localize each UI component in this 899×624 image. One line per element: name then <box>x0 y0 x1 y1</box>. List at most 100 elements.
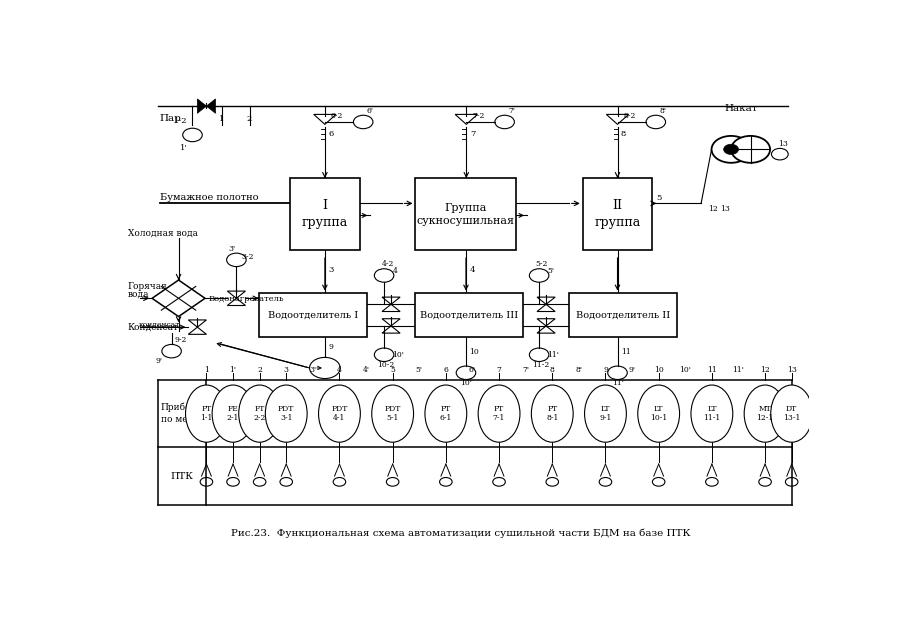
Text: 12: 12 <box>761 366 770 374</box>
Text: DT
13-1: DT 13-1 <box>783 406 800 422</box>
Polygon shape <box>227 291 245 298</box>
Polygon shape <box>152 280 205 316</box>
Text: 6': 6' <box>469 366 476 374</box>
Text: 7': 7' <box>508 107 515 115</box>
Polygon shape <box>198 99 207 114</box>
Text: ПТК: ПТК <box>171 472 193 480</box>
Text: 9': 9' <box>156 357 163 365</box>
Ellipse shape <box>770 385 813 442</box>
Text: вода: вода <box>128 290 149 299</box>
Text: 5': 5' <box>547 267 555 275</box>
Circle shape <box>724 144 738 155</box>
Text: 1: 1 <box>219 115 225 124</box>
Text: 9: 9 <box>603 366 608 374</box>
Text: PDT
5-1: PDT 5-1 <box>385 406 401 422</box>
Polygon shape <box>382 305 400 311</box>
Text: конденсат: конденсат <box>138 321 180 329</box>
Text: 4': 4' <box>362 366 369 374</box>
Polygon shape <box>382 319 400 326</box>
Text: LT
9-1: LT 9-1 <box>600 406 611 422</box>
Polygon shape <box>188 327 207 334</box>
Text: Бумажное полотно: Бумажное полотно <box>160 193 258 202</box>
Text: 5': 5' <box>415 366 423 374</box>
Polygon shape <box>537 326 556 333</box>
Text: 8: 8 <box>621 130 627 139</box>
Text: 8-2: 8-2 <box>623 112 636 120</box>
Text: 3-2: 3-2 <box>241 253 254 261</box>
Text: 11: 11 <box>707 366 717 374</box>
Circle shape <box>731 136 770 163</box>
Text: 11-2: 11-2 <box>532 361 549 369</box>
Polygon shape <box>227 298 245 306</box>
Text: 10: 10 <box>469 348 479 356</box>
Text: Горячая: Горячая <box>128 281 167 291</box>
Text: PT
6-1: PT 6-1 <box>440 406 452 422</box>
Text: 4: 4 <box>393 267 397 275</box>
Text: Накат: Накат <box>724 104 758 113</box>
Text: 1': 1' <box>180 144 188 152</box>
Ellipse shape <box>744 385 786 442</box>
Text: 8': 8' <box>575 366 583 374</box>
Ellipse shape <box>185 385 227 442</box>
Polygon shape <box>382 297 400 305</box>
Text: 13: 13 <box>787 366 797 374</box>
Bar <box>290 178 360 250</box>
Text: 10': 10' <box>680 366 691 374</box>
Circle shape <box>712 136 751 163</box>
Bar <box>583 178 653 250</box>
Text: FT
2-2: FT 2-2 <box>254 406 266 422</box>
Polygon shape <box>382 326 400 333</box>
Text: FE
2-1: FE 2-1 <box>227 406 239 422</box>
Bar <box>415 178 516 250</box>
Text: 4-2: 4-2 <box>382 260 395 268</box>
Polygon shape <box>537 297 556 305</box>
Bar <box>259 293 367 337</box>
Ellipse shape <box>265 385 307 442</box>
Text: 3: 3 <box>284 366 289 374</box>
Text: LT
10-1: LT 10-1 <box>650 406 667 422</box>
Text: 6: 6 <box>443 366 449 374</box>
Text: 7-2: 7-2 <box>472 112 485 120</box>
Ellipse shape <box>584 385 627 442</box>
Text: 7': 7' <box>522 366 530 374</box>
Text: 3: 3 <box>328 266 334 274</box>
Text: 9-2: 9-2 <box>174 336 187 344</box>
Text: PT
7-1: PT 7-1 <box>493 406 505 422</box>
Text: 11': 11' <box>733 366 744 374</box>
Text: 9: 9 <box>328 343 334 351</box>
Text: 13: 13 <box>778 140 788 147</box>
Ellipse shape <box>318 385 360 442</box>
Text: 7: 7 <box>496 366 502 374</box>
Text: PT
1-1: PT 1-1 <box>200 406 213 422</box>
Polygon shape <box>207 99 216 114</box>
Text: 12: 12 <box>708 205 717 213</box>
Text: 10-2: 10-2 <box>378 361 395 369</box>
Ellipse shape <box>478 385 520 442</box>
Text: 1: 1 <box>204 366 209 374</box>
Text: 2: 2 <box>247 115 252 124</box>
Ellipse shape <box>372 385 414 442</box>
Text: Холодная вода: Холодная вода <box>128 229 198 238</box>
Text: 11': 11' <box>547 351 559 359</box>
Ellipse shape <box>212 385 254 442</box>
Text: 6-2: 6-2 <box>331 112 343 120</box>
Text: 5-2: 5-2 <box>536 260 548 268</box>
Text: 9': 9' <box>628 366 636 374</box>
Polygon shape <box>455 114 477 124</box>
Polygon shape <box>537 305 556 311</box>
Text: Водоотделитель II: Водоотделитель II <box>575 311 670 319</box>
Text: 1-2: 1-2 <box>174 117 187 125</box>
Text: 8': 8' <box>659 107 666 115</box>
Text: 11: 11 <box>621 348 631 356</box>
Text: 6: 6 <box>328 130 334 139</box>
Circle shape <box>309 358 340 379</box>
Text: Конденсат: Конденсат <box>128 323 179 331</box>
Ellipse shape <box>425 385 467 442</box>
Text: Водоотделитель III: Водоотделитель III <box>421 311 519 319</box>
Text: 4: 4 <box>337 366 342 374</box>
Polygon shape <box>314 114 336 124</box>
Text: 6': 6' <box>367 107 374 115</box>
Text: 4: 4 <box>469 266 475 274</box>
Bar <box>569 293 677 337</box>
Text: I
группа: I группа <box>302 199 348 229</box>
